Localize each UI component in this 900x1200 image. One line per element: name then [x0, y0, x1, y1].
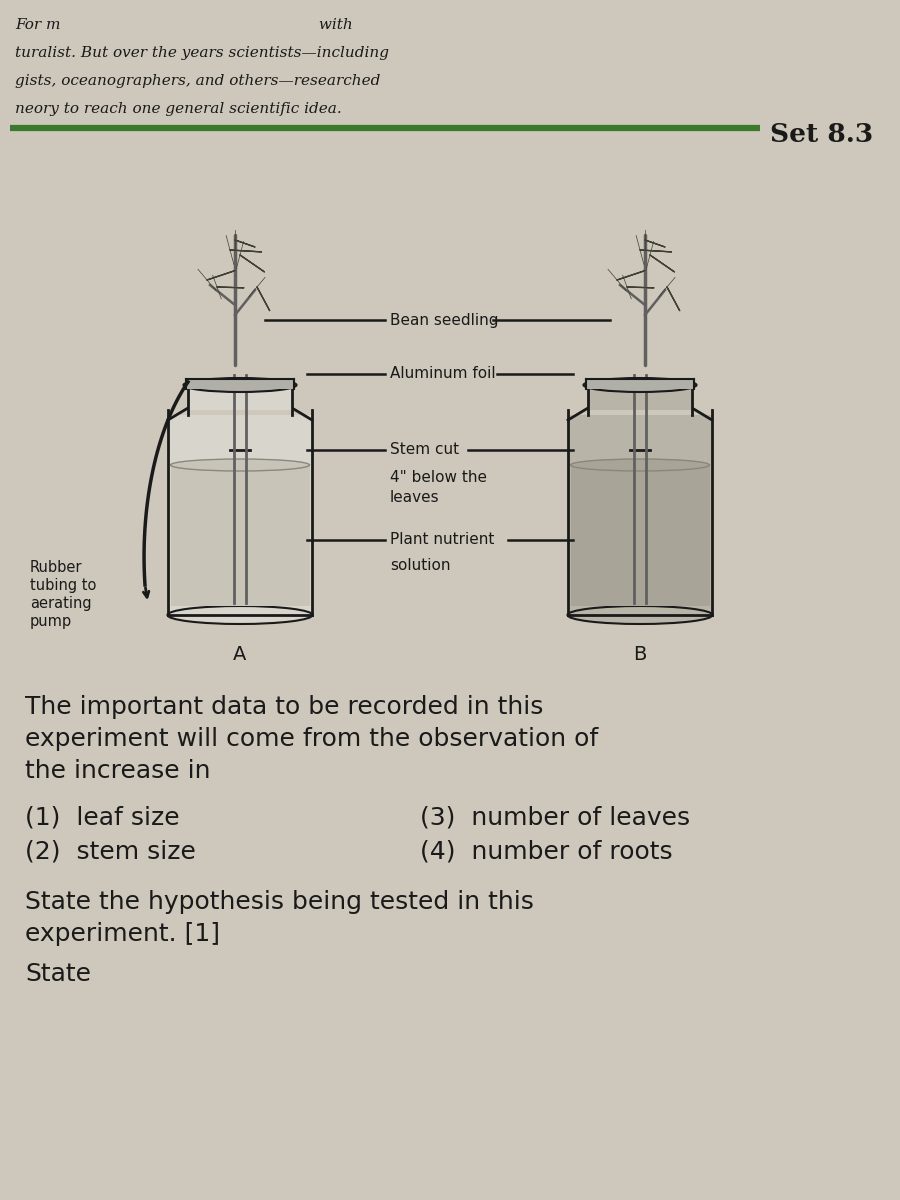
Text: turalist. But over the years scientists—including: turalist. But over the years scientists—… — [15, 46, 389, 60]
Text: (3)  number of leaves: (3) number of leaves — [420, 805, 690, 829]
Bar — [586, 379, 695, 389]
Text: (1)  leaf size: (1) leaf size — [25, 805, 180, 829]
Polygon shape — [240, 254, 265, 272]
Bar — [171, 464, 310, 606]
Bar — [188, 385, 293, 410]
Ellipse shape — [170, 458, 310, 470]
Polygon shape — [207, 270, 236, 280]
Text: (2)  stem size: (2) stem size — [25, 839, 196, 863]
Polygon shape — [257, 287, 270, 311]
Text: tubing to: tubing to — [30, 578, 96, 593]
Polygon shape — [667, 287, 680, 311]
Text: For m                                                     with: For m with — [15, 18, 353, 32]
Text: Rubber: Rubber — [30, 560, 83, 575]
Text: aerating: aerating — [30, 596, 92, 611]
Polygon shape — [650, 254, 674, 272]
Text: experiment. [1]: experiment. [1] — [25, 922, 220, 946]
Ellipse shape — [167, 606, 312, 624]
Polygon shape — [640, 250, 671, 252]
Text: neory to reach one general scientific idea.: neory to reach one general scientific id… — [15, 102, 342, 116]
Text: 4" below the: 4" below the — [390, 470, 487, 485]
Polygon shape — [617, 270, 645, 280]
Text: pump: pump — [30, 614, 72, 629]
Text: The important data to be recorded in this: The important data to be recorded in thi… — [25, 695, 544, 719]
Ellipse shape — [588, 379, 692, 391]
Text: solution: solution — [390, 558, 451, 572]
Ellipse shape — [184, 378, 296, 392]
Text: (4)  number of roots: (4) number of roots — [420, 839, 672, 863]
Bar — [186, 379, 295, 389]
Text: Aluminum foil: Aluminum foil — [390, 366, 496, 382]
Bar — [568, 415, 713, 614]
Text: Plant nutrient: Plant nutrient — [390, 533, 494, 547]
Text: State the hypothesis being tested in this: State the hypothesis being tested in thi… — [25, 890, 534, 914]
Ellipse shape — [187, 379, 292, 391]
Polygon shape — [230, 250, 262, 252]
Text: A: A — [233, 646, 247, 664]
Text: the increase in: the increase in — [25, 758, 211, 782]
Text: State: State — [25, 962, 91, 986]
Text: B: B — [634, 646, 647, 664]
Polygon shape — [235, 240, 255, 247]
Ellipse shape — [568, 606, 713, 624]
Polygon shape — [645, 240, 665, 247]
Bar — [588, 385, 693, 410]
Bar — [571, 464, 710, 606]
Ellipse shape — [571, 458, 709, 470]
Text: experiment will come from the observation of: experiment will come from the observatio… — [25, 727, 598, 751]
Text: Stem cut: Stem cut — [390, 443, 459, 457]
Text: Bean seedling: Bean seedling — [390, 312, 499, 328]
Bar — [168, 415, 313, 614]
Text: Set 8.3: Set 8.3 — [770, 122, 873, 146]
Text: gists, oceanographers, and others—researched: gists, oceanographers, and others—resear… — [15, 74, 381, 88]
Text: leaves: leaves — [390, 490, 439, 505]
Ellipse shape — [583, 378, 697, 392]
